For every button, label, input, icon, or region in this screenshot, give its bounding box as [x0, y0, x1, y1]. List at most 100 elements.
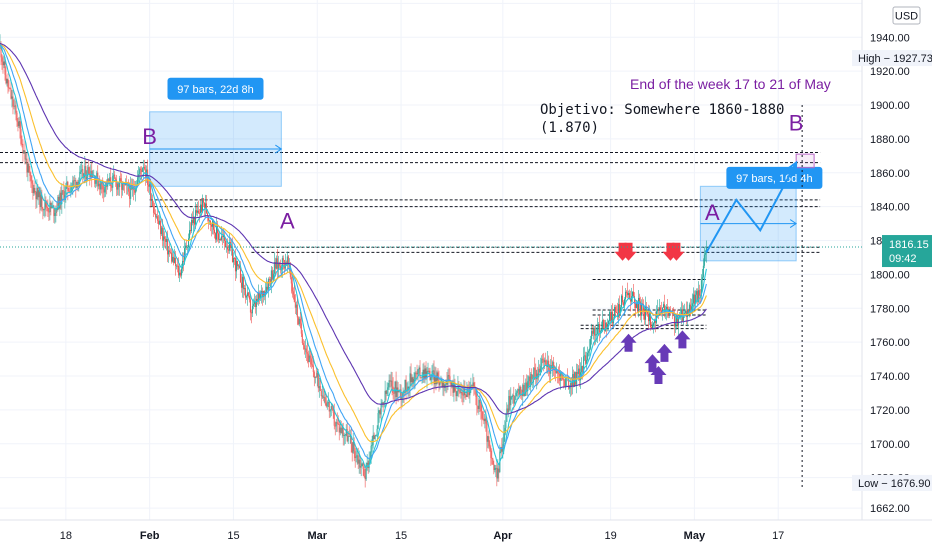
candle-body	[182, 260, 184, 269]
candle-body	[672, 313, 674, 317]
candle-body	[151, 200, 153, 201]
candle-body	[682, 314, 684, 322]
candle-body	[283, 259, 285, 269]
candle-body	[432, 370, 434, 372]
candle-body	[70, 187, 72, 193]
candle-body	[24, 150, 26, 160]
candle-body	[231, 246, 233, 263]
candle-body	[495, 467, 497, 469]
candle-body	[332, 409, 334, 413]
candle-body	[635, 303, 637, 308]
candle-body	[41, 194, 43, 209]
candle-body	[591, 331, 593, 339]
candle-body	[57, 196, 59, 210]
candle-body	[529, 376, 531, 387]
candle-body	[684, 311, 686, 314]
time-axis[interactable]	[0, 520, 932, 550]
currency-badge[interactable]: USD	[892, 6, 921, 25]
candle-body	[40, 194, 42, 208]
candle-body	[459, 388, 461, 393]
candle-body	[530, 374, 532, 387]
x-tick-label: 19	[604, 530, 616, 542]
candle-body	[355, 456, 357, 459]
candle-body	[462, 394, 464, 396]
candle-body	[521, 389, 523, 397]
candle-body	[680, 309, 682, 316]
candle-body	[387, 387, 389, 390]
candle-body	[674, 323, 676, 327]
candle-body	[129, 191, 131, 199]
candle-body	[61, 190, 63, 204]
candle-body	[175, 257, 177, 267]
candle-body	[350, 435, 352, 444]
candle-body	[349, 435, 351, 437]
candle-body	[618, 304, 620, 318]
candle-body	[646, 311, 648, 314]
candle-body	[204, 202, 206, 208]
candle-body	[20, 129, 22, 144]
candle-body	[335, 422, 337, 427]
candle-body	[297, 317, 299, 325]
candle-body	[331, 406, 333, 410]
measure-label-bg	[726, 166, 823, 189]
ema-line	[0, 42, 707, 443]
projection-path[interactable]	[705, 160, 798, 253]
candle-body	[317, 372, 319, 389]
candle-body	[113, 174, 115, 176]
candle-body	[436, 372, 438, 384]
low-marker-bg	[852, 474, 932, 491]
candle-body	[614, 307, 616, 319]
candle-body	[496, 467, 498, 479]
candle-body	[477, 405, 479, 409]
candle-body	[325, 402, 327, 407]
candle-body	[440, 379, 442, 383]
candle-body	[475, 388, 477, 397]
y-tick-label: 1940.00	[870, 32, 910, 44]
candle-body	[640, 301, 642, 316]
candle-body	[509, 395, 511, 406]
candle-body	[340, 427, 342, 434]
candle-body	[10, 88, 12, 99]
candle-body	[533, 367, 535, 379]
candle-body	[23, 150, 25, 154]
candle-body	[384, 390, 386, 403]
week-note: End of the week 17 to 21 of May	[630, 76, 831, 92]
candle-body	[478, 399, 480, 409]
candle-body	[586, 359, 588, 364]
measure-boxes[interactable]: 97 bars, 22d 8h 97 bars, 16d 4h	[149, 77, 823, 490]
candle-body	[111, 186, 113, 188]
candle-body	[570, 382, 572, 387]
candle-body	[627, 292, 629, 296]
y-axis-labels: 1662.001680.001700.001720.001740.001760.…	[870, 32, 910, 515]
candle-body	[188, 238, 190, 248]
candle-body	[506, 408, 508, 422]
measure-label: 97 bars, 16d 4h	[736, 173, 812, 185]
candle-body	[320, 390, 322, 397]
candle-body	[433, 370, 435, 385]
candle-body	[622, 295, 624, 303]
candle-body	[505, 421, 507, 428]
candle-body	[8, 87, 10, 89]
candle-body	[657, 309, 659, 310]
candle-body	[65, 185, 67, 196]
candle-body	[628, 293, 630, 296]
candle-body	[654, 319, 656, 323]
candle-body	[170, 252, 172, 253]
candle-body	[190, 230, 192, 232]
candle-body	[308, 355, 310, 362]
candle-body	[385, 390, 387, 394]
candle-body	[312, 365, 314, 373]
candle-body	[648, 312, 650, 322]
candle-body	[378, 410, 380, 414]
candle-body	[354, 451, 356, 459]
candle-body	[262, 290, 264, 298]
candle-body	[693, 294, 695, 304]
candle-body	[47, 207, 49, 212]
candle-body	[395, 381, 397, 398]
candle-body	[621, 295, 623, 308]
candle-body	[450, 382, 452, 387]
candle-body	[99, 183, 101, 190]
candle-body	[225, 246, 227, 248]
